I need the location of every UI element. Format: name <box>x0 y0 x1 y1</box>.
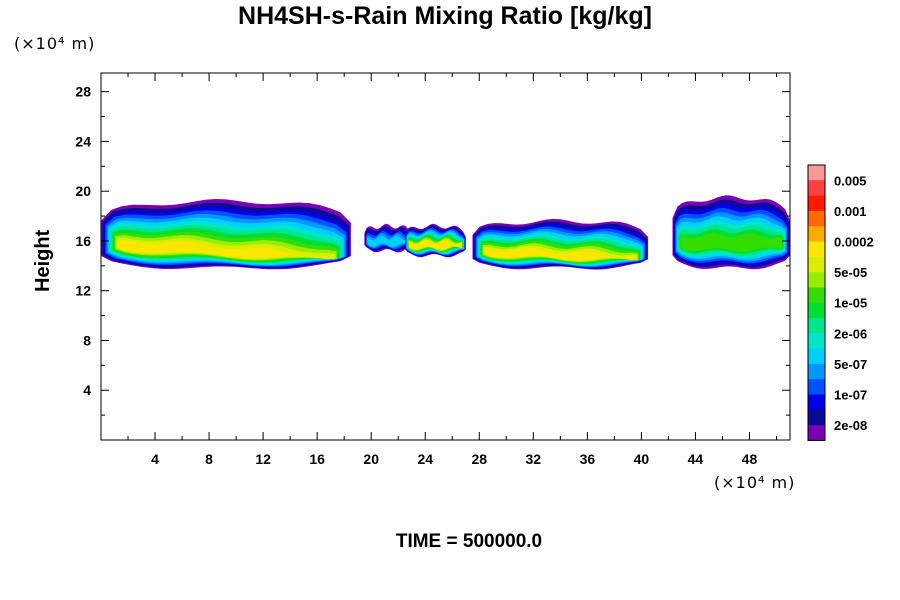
x-tick-label: 8 <box>205 451 213 467</box>
contour-field <box>101 195 790 270</box>
contour-blob <box>364 223 412 253</box>
contour-blob <box>405 223 466 258</box>
colorbar-swatch <box>808 210 825 227</box>
y-tick-label: 20 <box>75 183 91 199</box>
y-tick-label: 28 <box>75 84 91 100</box>
contour-level <box>367 235 409 248</box>
colorbar-swatch <box>808 425 825 441</box>
x-tick-label: 40 <box>634 451 650 467</box>
colorbar-swatch <box>808 165 825 181</box>
time-label: TIME = 500000.0 <box>395 531 543 552</box>
chart-title: NH4SH-s-Rain Mixing Ratio [kg/kg] <box>238 2 652 30</box>
contour-blob <box>672 195 790 270</box>
colorbar-swatch <box>808 226 825 242</box>
contour-blob <box>472 218 649 270</box>
colorbar-swatch <box>808 241 825 258</box>
colorbar-swatch <box>808 409 825 426</box>
x-tick-label: 32 <box>526 451 542 467</box>
colorbar-swatch <box>808 318 825 334</box>
y-tick-label: 24 <box>75 133 91 149</box>
y-tick-label: 16 <box>75 233 91 249</box>
colorbar-label: 1e-07 <box>834 388 867 403</box>
colorbar-swatch <box>808 287 825 304</box>
contour-level <box>484 247 637 261</box>
colorbar-swatch <box>808 195 825 212</box>
x-unit-label: (×10⁴ m) <box>714 473 796 492</box>
y-tick-label: 4 <box>83 382 91 398</box>
x-tick-label: 48 <box>742 451 758 467</box>
colorbar-label: 0.0002 <box>834 235 874 250</box>
colorbar-label: 5e-05 <box>834 265 867 280</box>
x-tick-label: 16 <box>309 451 325 467</box>
colorbar-swatch <box>808 394 825 411</box>
colorbar-swatch <box>808 379 825 395</box>
x-tick-label: 20 <box>363 451 379 467</box>
colorbar-swatch <box>808 363 825 380</box>
colorbar-label: 0.001 <box>834 204 867 219</box>
colorbar-swatch <box>808 333 825 350</box>
contour-level <box>409 240 462 250</box>
colorbar-label: 1e-05 <box>834 296 867 311</box>
x-tick-label: 36 <box>580 451 596 467</box>
x-tick-label: 28 <box>471 451 487 467</box>
y-unit-label: (×10⁴ m) <box>14 34 96 53</box>
colorbar-swatch <box>808 348 825 365</box>
contour-level <box>118 240 334 259</box>
x-tick-label: 12 <box>255 451 271 467</box>
x-tick-label: 4 <box>151 451 159 467</box>
contour-level <box>680 233 783 252</box>
colorbar-swatch <box>808 256 825 273</box>
colorbar-label: 5e-07 <box>834 357 867 372</box>
colorbar: 0.005 0.001 0.0002 5e-05 1e-05 2e-06 5e-07 1e-0… <box>807 164 874 441</box>
colorbar-label: 2e-06 <box>834 326 867 341</box>
colorbar-swatch <box>808 272 825 288</box>
x-tick-label: 44 <box>688 451 704 467</box>
colorbar-frame <box>807 164 826 441</box>
y-tick-label: 12 <box>75 283 91 299</box>
colorbar-swatch <box>808 302 825 319</box>
x-tick-label: 24 <box>417 451 433 467</box>
colorbar-label: 0.005 <box>834 173 867 188</box>
plot-frame <box>100 72 791 441</box>
contour-blob <box>101 199 351 270</box>
y-tick-label: 8 <box>83 332 91 348</box>
colorbar-label: 2e-08 <box>834 418 867 433</box>
colorbar-swatch <box>808 180 825 197</box>
